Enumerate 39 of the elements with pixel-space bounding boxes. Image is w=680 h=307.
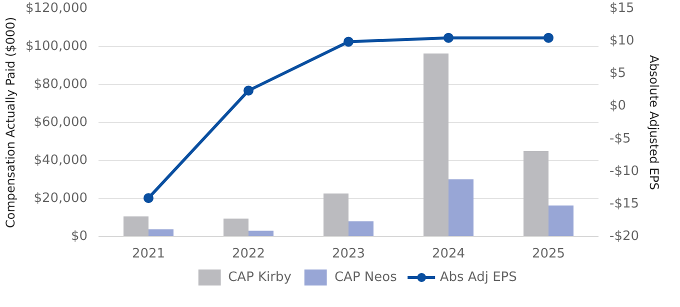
bar <box>548 206 574 236</box>
point <box>344 36 354 47</box>
y-tick-label: $60,000 <box>34 115 88 130</box>
bar <box>448 179 474 236</box>
y2-tick-label: -$15 <box>610 196 640 212</box>
point <box>544 32 554 43</box>
bar <box>224 218 248 236</box>
bar <box>424 54 448 236</box>
y-tick-label: $20,000 <box>34 191 88 206</box>
y2-tick-label: -$10 <box>610 164 640 179</box>
y2-tick-label: $5 <box>610 66 626 82</box>
point <box>144 193 154 204</box>
y2-axis-title: Absolute Adjusted EPS <box>647 54 662 190</box>
y2-tick-label: $0 <box>610 98 626 114</box>
bar <box>524 151 548 236</box>
y-tick-label: $0 <box>70 229 88 244</box>
x-tick-label: 2025 <box>532 246 566 262</box>
x-tick-label: 2023 <box>332 246 366 262</box>
bar <box>348 221 374 236</box>
y2-tick-label: -$20 <box>610 229 640 244</box>
legend-label: CAP Neos <box>334 270 397 284</box>
legend-label: CAP Kirby <box>228 270 292 284</box>
bar <box>124 216 148 236</box>
bar <box>148 229 174 236</box>
y2-tick-label: $10 <box>610 34 634 49</box>
y-tick-label: $40,000 <box>34 153 88 168</box>
y2-tick-label: -$5 <box>610 131 631 146</box>
y2-tick-label: $15 <box>610 1 634 16</box>
y-tick-label: $100,000 <box>25 39 88 54</box>
bar <box>324 194 348 236</box>
y-tick-label: $80,000 <box>34 77 88 92</box>
x-tick-label: 2024 <box>432 246 466 262</box>
y-axis-title: Compensation Actually Paid ($000) <box>3 17 18 228</box>
x-tick-label: 2021 <box>132 246 166 262</box>
point <box>244 86 254 96</box>
point <box>444 32 454 43</box>
legend-label: Abs Adj EPS <box>440 270 517 284</box>
x-tick-label: 2022 <box>232 246 266 262</box>
y-tick-label: $120,000 <box>25 1 88 16</box>
